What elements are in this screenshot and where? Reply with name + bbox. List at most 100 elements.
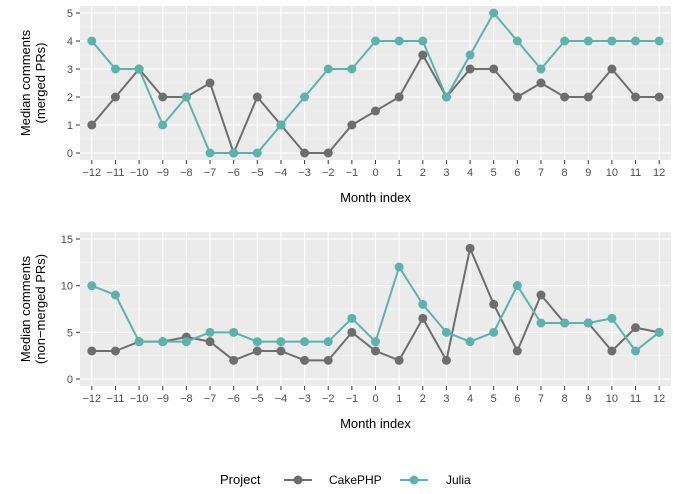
- data-point-julia: [87, 281, 97, 291]
- data-point-cakephp: [560, 92, 570, 102]
- data-point-julia: [134, 337, 144, 347]
- y-tick-label: 0: [67, 374, 73, 386]
- data-point-julia: [371, 337, 380, 347]
- x-tick-label: −9: [156, 393, 169, 405]
- x-axis-title: Month index: [340, 416, 411, 431]
- data-point-julia: [560, 318, 570, 328]
- x-tick-label: 12: [653, 393, 665, 405]
- data-point-julia: [229, 148, 239, 158]
- data-point-cakephp: [252, 92, 262, 102]
- data-point-julia: [181, 337, 191, 347]
- data-point-julia: [323, 337, 333, 347]
- x-tick-label: 6: [514, 393, 520, 405]
- x-tick-label: 4: [467, 167, 473, 179]
- legend: Project CakePHP Julia: [220, 472, 471, 487]
- data-point-julia: [654, 36, 664, 46]
- x-tick-label: −7: [204, 167, 217, 179]
- y-tick-label: 5: [67, 327, 73, 339]
- y-tick-label: 0: [67, 148, 73, 160]
- data-point-julia: [394, 36, 404, 46]
- x-tick-label: 10: [606, 393, 618, 405]
- x-tick-label: 1: [396, 167, 402, 179]
- data-point-julia: [418, 299, 428, 309]
- x-tick-label: −1: [346, 393, 359, 405]
- data-point-cakephp: [394, 355, 404, 365]
- data-point-cakephp: [87, 120, 97, 130]
- data-point-julia: [323, 64, 333, 74]
- x-tick-label: −5: [251, 393, 264, 405]
- data-point-julia: [441, 92, 451, 102]
- data-point-cakephp: [323, 148, 333, 158]
- x-tick-label: 4: [467, 393, 473, 405]
- x-tick-label: 5: [491, 167, 497, 179]
- data-point-julia: [87, 36, 97, 46]
- data-point-cakephp: [110, 346, 120, 356]
- data-point-julia: [276, 337, 286, 347]
- legend-title: Project: [220, 472, 261, 487]
- data-point-cakephp: [441, 355, 451, 365]
- y-axis-title-line: (non−merged PRs): [33, 254, 48, 364]
- data-point-cakephp: [300, 148, 310, 158]
- data-point-julia: [300, 337, 310, 347]
- data-point-cakephp: [252, 346, 262, 356]
- x-tick-label: 3: [443, 393, 449, 405]
- x-tick-label: 5: [491, 393, 497, 405]
- x-tick-label: 2: [420, 167, 426, 179]
- x-tick-label: −4: [275, 167, 288, 179]
- data-point-cakephp: [418, 313, 428, 323]
- data-point-cakephp: [489, 299, 499, 309]
- y-tick-label: 15: [61, 234, 73, 246]
- data-point-julia: [158, 120, 168, 130]
- data-point-julia: [607, 313, 617, 323]
- data-point-cakephp: [110, 92, 120, 102]
- x-tick-label: 0: [372, 167, 378, 179]
- data-point-julia: [205, 148, 215, 158]
- x-tick-label: 0: [372, 393, 378, 405]
- data-point-julia: [371, 36, 380, 46]
- data-point-cakephp: [347, 120, 357, 130]
- x-tick-label: 8: [562, 393, 568, 405]
- data-point-julia: [418, 36, 428, 46]
- data-point-cakephp: [276, 346, 286, 356]
- x-tick-label: −11: [107, 393, 125, 405]
- x-tick-label: 9: [585, 167, 591, 179]
- data-point-julia: [110, 64, 120, 74]
- data-point-julia: [512, 36, 522, 46]
- data-point-cakephp: [512, 92, 522, 102]
- x-tick-label: −10: [130, 393, 149, 405]
- y-tick-label: 10: [61, 281, 73, 293]
- x-tick-label: −12: [82, 167, 101, 179]
- x-tick-label: 6: [514, 167, 520, 179]
- x-tick-label: −2: [322, 393, 335, 405]
- data-point-julia: [583, 318, 593, 328]
- x-tick-label: −9: [156, 167, 169, 179]
- y-axis-title: Median comments(merged PRs): [18, 29, 48, 136]
- y-tick-label: 4: [67, 36, 73, 48]
- x-tick-label: −3: [298, 167, 311, 179]
- data-point-cakephp: [158, 92, 168, 102]
- data-point-cakephp: [536, 78, 546, 88]
- legend-swatch-point-julia: [409, 475, 419, 485]
- x-tick-label: 3: [443, 167, 449, 179]
- data-point-cakephp: [418, 50, 428, 60]
- x-tick-label: 9: [585, 393, 591, 405]
- data-point-julia: [276, 120, 286, 130]
- data-point-cakephp: [489, 64, 499, 74]
- data-point-cakephp: [371, 106, 380, 116]
- data-point-cakephp: [300, 355, 310, 365]
- x-tick-label: −12: [82, 393, 101, 405]
- x-tick-label: −11: [107, 167, 125, 179]
- data-point-julia: [465, 50, 475, 60]
- data-point-julia: [512, 281, 522, 291]
- data-point-julia: [489, 8, 499, 18]
- x-tick-label: 12: [653, 167, 665, 179]
- data-point-julia: [229, 327, 239, 337]
- data-point-julia: [110, 290, 120, 300]
- data-point-julia: [300, 92, 310, 102]
- y-axis-title-line: (merged PRs): [33, 43, 48, 124]
- data-point-julia: [654, 327, 664, 337]
- data-point-julia: [205, 327, 215, 337]
- x-tick-label: −8: [180, 167, 193, 179]
- data-point-cakephp: [205, 337, 215, 347]
